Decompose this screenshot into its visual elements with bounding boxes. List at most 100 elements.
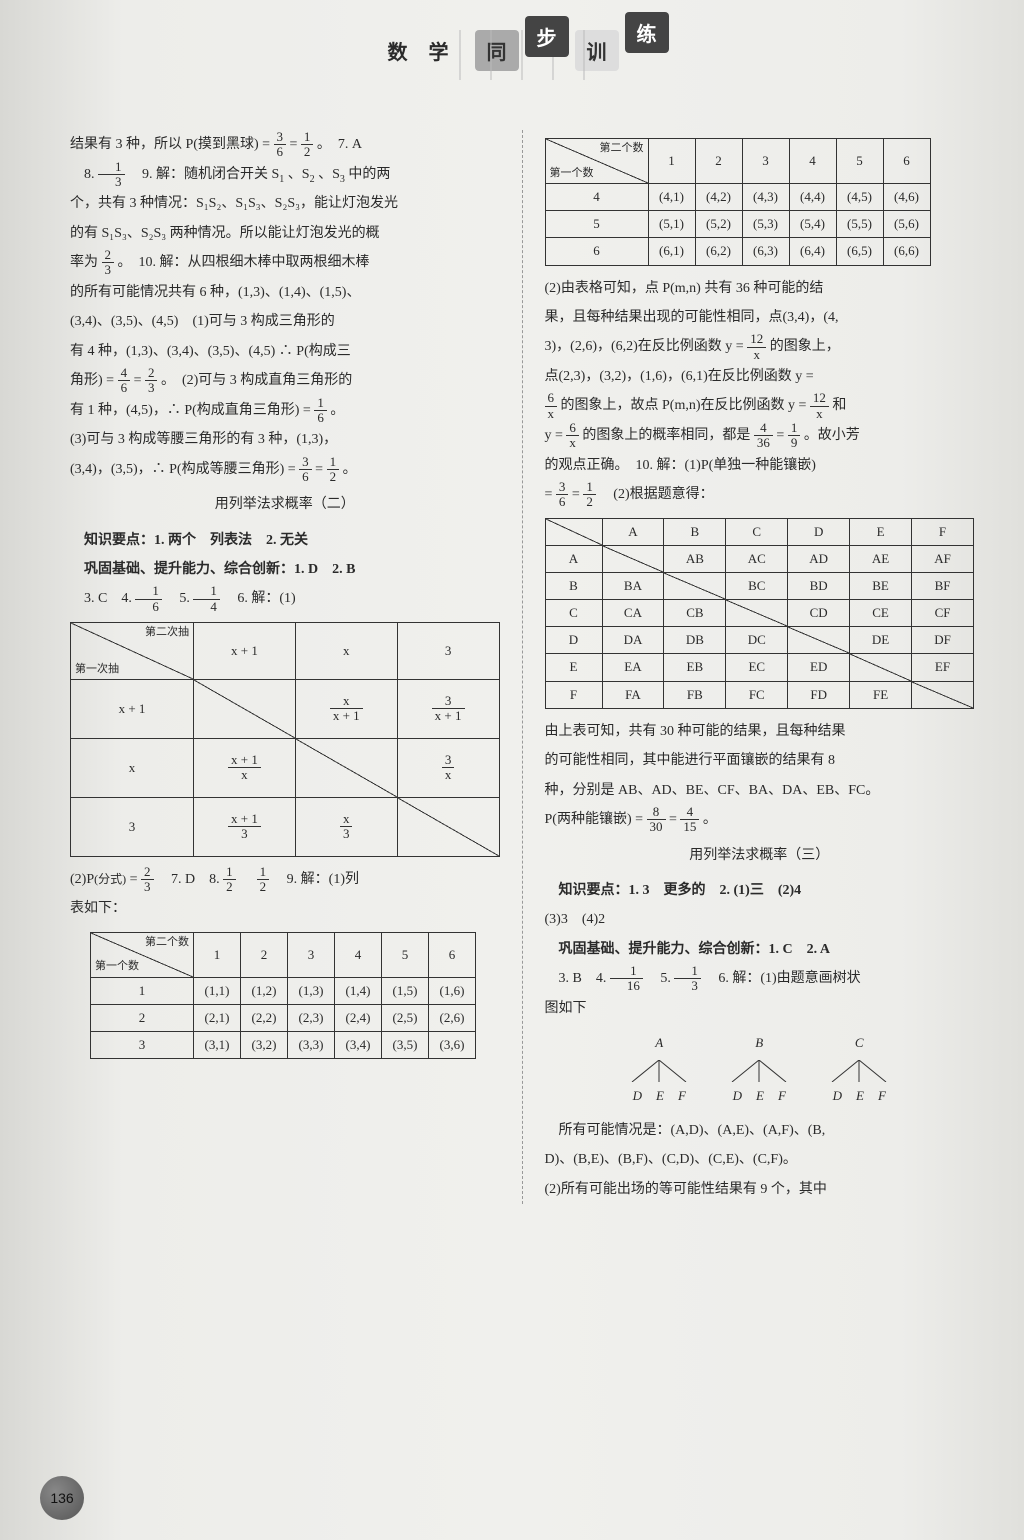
table-cell: (4,1) — [648, 184, 695, 211]
table-cell: (5,5) — [836, 211, 883, 238]
tree-node: ADEF — [624, 1029, 694, 1110]
fraction: 23 — [102, 248, 115, 278]
page: 数 学 同 步 训 练 结果有 3 种，所以 P(摸到黑球) = 36 = 12… — [0, 0, 1024, 1540]
table-row-header: A — [545, 545, 602, 572]
fraction: 12x — [747, 332, 766, 362]
table-cell: DC — [726, 627, 788, 654]
fraction: 36 — [299, 455, 312, 485]
text: P(两种能镶嵌) = — [545, 812, 647, 827]
table-cell: EA — [602, 654, 664, 681]
text: 。 — [343, 462, 357, 477]
table-cell: (1,3) — [288, 977, 335, 1004]
text-line: (2)所有可能出场的等可能性结果有 9 个，其中 — [545, 1175, 975, 1204]
th: 4 — [335, 932, 382, 977]
table-cell: BA — [602, 572, 664, 599]
page-header: 数 学 同 步 训 练 — [70, 30, 974, 110]
th: D — [788, 518, 850, 545]
table-cell: AD — [788, 545, 850, 572]
fraction: 830 — [647, 805, 666, 835]
th: E — [850, 518, 912, 545]
table-cell: 3x — [397, 738, 499, 797]
table-cell: AC — [726, 545, 788, 572]
table-row-header: B — [545, 572, 602, 599]
text-line: 3)，(2,6)，(6,2)在反比例函数 y = 12x 的图象上， — [545, 332, 975, 362]
th: 6 — [429, 932, 476, 977]
text: 有 1 种，(4,5)，∴ P(构成直角三角形) = — [70, 403, 314, 418]
table-cell: (5,2) — [695, 211, 742, 238]
content-columns: 结果有 3 种，所以 P(摸到黑球) = 36 = 12 。 7. A 8. 1… — [70, 130, 974, 1204]
table-cell: (5,1) — [648, 211, 695, 238]
table-cell-empty — [664, 572, 726, 599]
table-row-header: C — [545, 600, 602, 627]
table-3: 第一个数 第二个数 1 2 3 4 5 6 4(4,1)(4,2)(4,3)(4… — [545, 138, 931, 266]
fraction: 46 — [118, 366, 131, 396]
knowledge-points: 知识要点：1. 两个 列表法 2. 无关 — [70, 526, 500, 555]
table-cell: (4,4) — [789, 184, 836, 211]
text-line: 3. B 4. 116 5. 13 6. 解：(1)由题意画树状 — [545, 964, 975, 994]
table-cell: 3x + 1 — [397, 679, 499, 738]
table-cell: FD — [788, 681, 850, 708]
text — [239, 872, 253, 887]
th: A — [602, 518, 664, 545]
table-row-header: 4 — [545, 184, 648, 211]
table-cell: (4,6) — [883, 184, 930, 211]
table-cell: (3,1) — [194, 1032, 241, 1059]
table-cell: x + 13 — [194, 797, 296, 856]
table-header: 3 — [397, 622, 499, 679]
table-cell: (6,3) — [742, 238, 789, 265]
fraction: 19 — [788, 421, 801, 451]
table-cell: AE — [850, 545, 912, 572]
tree-node: BDEF — [724, 1029, 794, 1110]
table-cell: CE — [850, 600, 912, 627]
table-cell: (1,6) — [429, 977, 476, 1004]
th: B — [664, 518, 726, 545]
table-4: A B C D E F AABACADAEAFBBABCBDBEBFCCACBC… — [545, 518, 975, 709]
text: 5. — [165, 591, 193, 606]
right-column: 第一个数 第二个数 1 2 3 4 5 6 4(4,1)(4,2)(4,3)(4… — [545, 130, 975, 1204]
text-line: 个，共有 3 种情况：S₁S₂、S₁S₃、S₂S₃，能让灯泡发光 — [70, 189, 500, 218]
table-header: x + 1 — [194, 622, 296, 679]
th: 6 — [883, 139, 930, 184]
th: 3 — [288, 932, 335, 977]
text: (3,4)，(3,5)，∴ P(构成等腰三角形) = — [70, 462, 299, 477]
table-cell: (2,3) — [288, 1005, 335, 1032]
text-line: P(两种能镶嵌) = 830 = 415 。 — [545, 805, 975, 835]
table-cell: (1,2) — [241, 977, 288, 1004]
table-row-header: F — [545, 681, 602, 708]
header-tab-4: 练 — [625, 12, 669, 53]
table-cell: (1,1) — [194, 977, 241, 1004]
table-cell: DE — [850, 627, 912, 654]
table-cell: (4,2) — [695, 184, 742, 211]
table-cell-empty — [726, 600, 788, 627]
table-empty-diag — [545, 518, 602, 545]
text-line: 的观点正确。 10. 解：(1)P(单独一种能镶嵌) — [545, 451, 975, 480]
text-line: = 36 = 12 (2)根据题意得： — [545, 480, 975, 510]
fraction: 23 — [141, 865, 154, 895]
fraction: 6x — [566, 421, 579, 451]
text-line: (3)可与 3 构成等腰三角形的有 3 种，(1,3)， — [70, 425, 500, 454]
table-cell-empty — [602, 545, 664, 572]
table-cell: ED — [788, 654, 850, 681]
left-column: 结果有 3 种，所以 P(摸到黑球) = 36 = 12 。 7. A 8. 1… — [70, 130, 500, 1204]
th: C — [726, 518, 788, 545]
table-cell-empty — [295, 738, 397, 797]
table-cell: (2,6) — [429, 1005, 476, 1032]
table-row-header: 6 — [545, 238, 648, 265]
text: 和 — [832, 398, 846, 413]
table-cell: (3,4) — [335, 1032, 382, 1059]
table-row-header: x — [71, 738, 194, 797]
table-diag-header: 第一个数 第二个数 — [545, 139, 648, 184]
fraction: 14 — [193, 584, 220, 614]
text: 7. D 8. — [157, 872, 223, 887]
table-row-header: 3 — [91, 1032, 194, 1059]
text-line: y = 6x 的图象上的概率相同，都是 436 = 19 。故小芳 — [545, 421, 975, 451]
tree-diagram: ADEFBDEFCDEF — [545, 1029, 975, 1110]
text-line: (2)由表格可知，点 P(m,n) 共有 36 种可能的结 — [545, 274, 975, 303]
fraction: 13 — [98, 160, 125, 190]
table-diag-header: 第一个数 第二个数 — [91, 932, 194, 977]
text-line: 的可能性相同，其中能进行平面镶嵌的结果有 8 — [545, 746, 975, 775]
table-cell: CF — [912, 600, 974, 627]
text-line: 角形) = 46 = 23 。 (2)可与 3 构成直角三角形的 — [70, 366, 500, 396]
table-cell: (4,5) — [836, 184, 883, 211]
th: 5 — [836, 139, 883, 184]
